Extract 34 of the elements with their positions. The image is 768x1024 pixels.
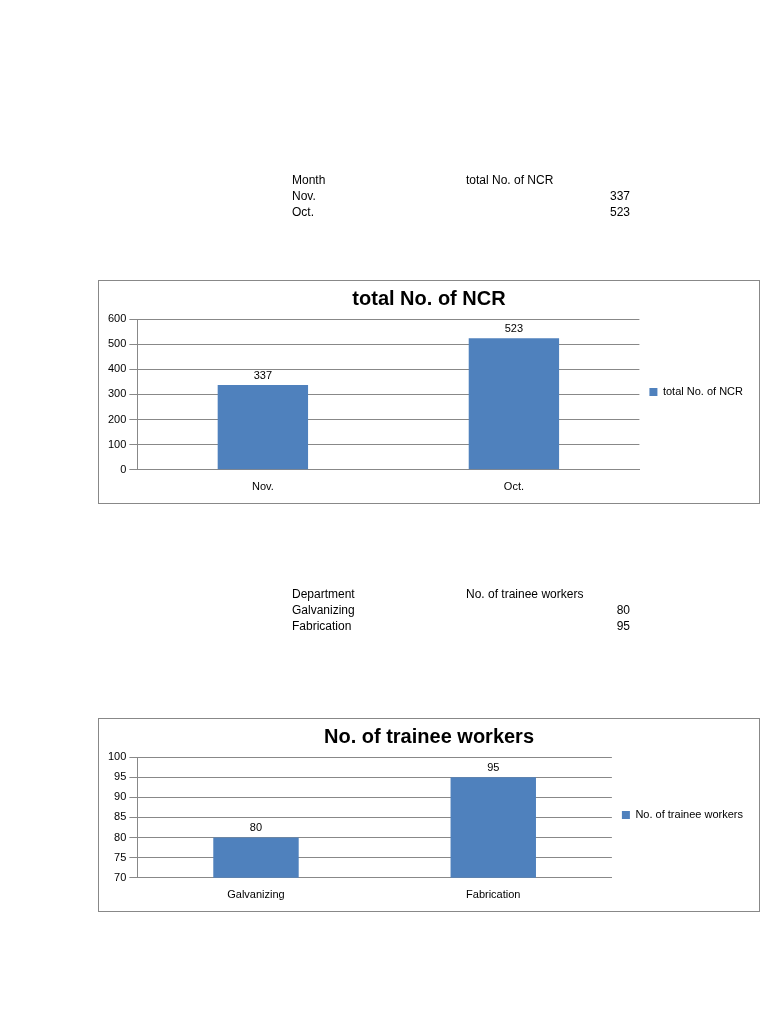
chart-title: No. of trainee workers <box>323 724 535 747</box>
category-label: Galvanizing <box>292 603 355 617</box>
y-tick-label: 85 <box>114 810 127 823</box>
text: total No. of NCR <box>466 173 554 187</box>
legend-label: No. of trainee workers <box>635 808 744 821</box>
y-tick-label: 400 <box>107 362 127 375</box>
y-tick-label: 300 <box>107 387 127 400</box>
category-label: Fabrication <box>292 619 352 633</box>
data-label: 95 <box>487 760 500 773</box>
y-tick-label: 0 <box>120 462 127 475</box>
data-label: 523 <box>504 321 524 334</box>
category-label: Oct. <box>292 205 315 219</box>
text: 80 <box>616 603 630 617</box>
text: 337 <box>609 189 630 203</box>
data-label: 337 <box>253 368 273 381</box>
y-tick-label: 100 <box>107 437 127 450</box>
text: Month <box>292 172 327 188</box>
y-tick-label: 100 <box>107 750 127 763</box>
y-tick-label: 500 <box>107 337 127 350</box>
data-label: 80 <box>249 821 263 834</box>
chart-title: total No. of NCR <box>352 286 507 309</box>
text: 523 <box>609 205 630 219</box>
y-tick-label: 70 <box>114 870 127 883</box>
y-tick-label: 75 <box>114 850 127 863</box>
legend-label: total No. of NCR <box>662 385 744 398</box>
y-tick-label: 600 <box>107 312 127 325</box>
text: No. of trainee workers <box>466 587 584 601</box>
y-tick-label: 90 <box>114 790 127 803</box>
category-label: Nov. <box>292 189 316 203</box>
y-tick-label: 95 <box>114 770 127 783</box>
text: 95 <box>616 619 630 633</box>
y-tick-label: 200 <box>107 412 127 425</box>
y-tick-label: 80 <box>114 830 127 843</box>
text: Department <box>292 586 356 602</box>
